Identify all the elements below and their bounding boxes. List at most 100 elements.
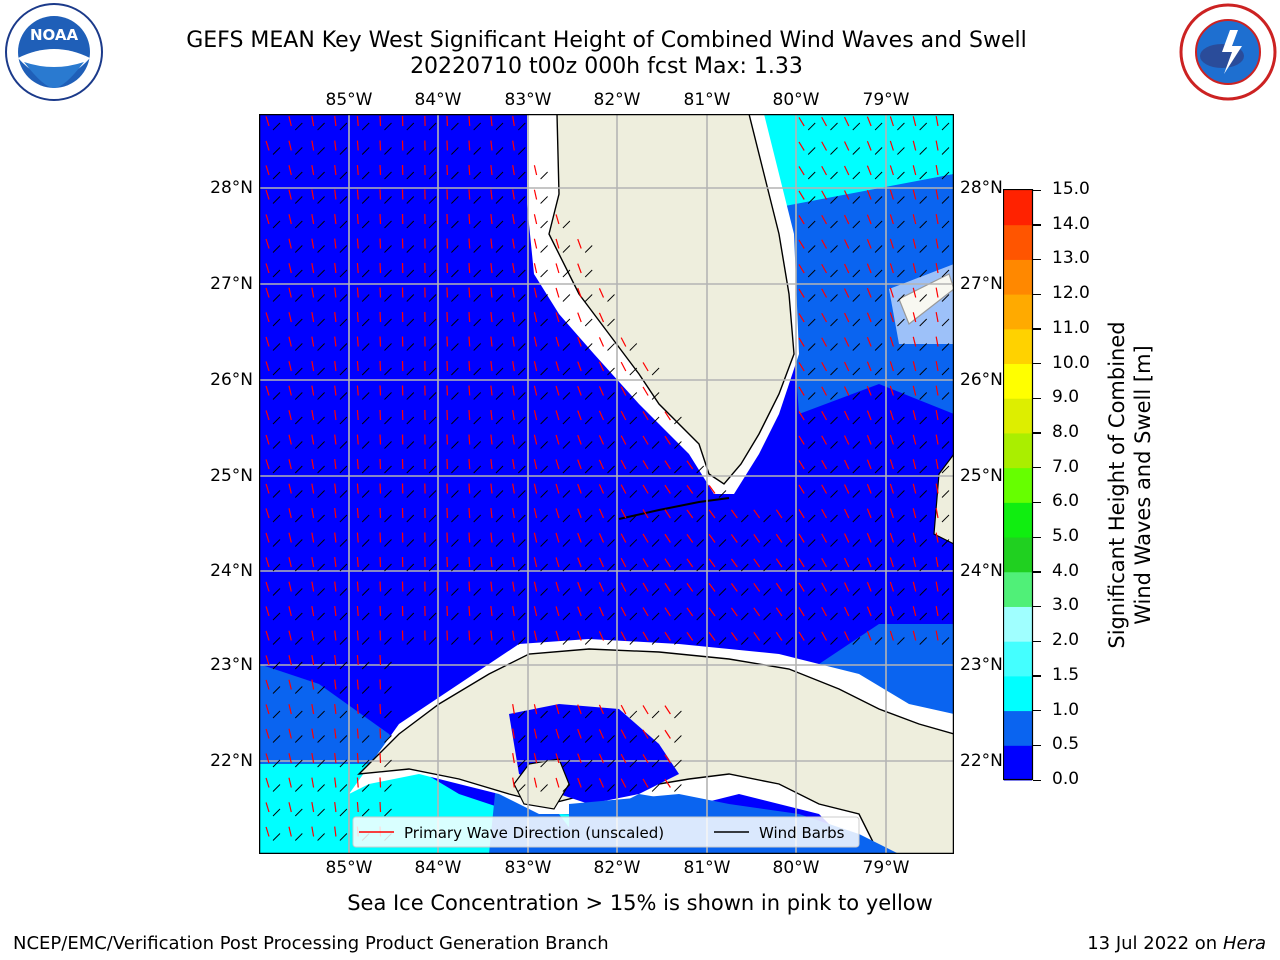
wind-barb [941,367,950,376]
wind-barb [941,612,950,621]
wind-barb [763,637,771,645]
wave-direction-arrow [311,385,315,396]
wind-barb [272,465,281,474]
wave-direction-arrow [356,679,359,690]
colorbar-tick-label: 2.0 [1052,630,1080,651]
wind-barb [607,465,615,474]
wind-barb [540,490,548,498]
wave-direction-arrow [889,581,894,592]
wind-barb [384,392,392,400]
wind-barb [317,612,325,621]
wind-barb [451,269,459,278]
wave-direction-arrow [512,140,515,151]
wind-barb [384,245,392,253]
wind-barb [317,710,325,719]
wave-direction-arrow [311,728,315,739]
wind-barb [874,441,883,449]
wind-barb [852,539,861,547]
lon-label-top: 85°W [325,90,373,110]
wind-barb [562,784,571,792]
wind-barb [384,220,392,229]
wave-direction-arrow [935,189,939,200]
wind-barb [807,563,816,572]
wind-barb [495,392,504,400]
wave-direction-arrow [642,631,649,641]
wind-barb [763,539,771,547]
wave-direction-arrow [555,410,560,421]
wind-barb [361,514,370,523]
wave-direction-arrow [889,459,894,470]
lon-label-bottom: 81°W [683,858,731,878]
wind-barb [384,514,392,523]
wind-barb [740,539,749,547]
wave-direction-arrow [334,336,337,347]
wave-direction-arrow [288,655,292,666]
lon-label-bottom: 84°W [414,858,462,878]
wave-direction-arrow [642,533,649,543]
colorbar-tick-mark [1033,675,1041,677]
wave-direction-arrow [490,189,493,200]
wave-direction-arrow [577,238,582,249]
wave-direction-arrow [356,262,359,274]
wind-barb [919,514,928,523]
wind-barb [294,220,303,229]
wind-barb [294,686,303,694]
colorbar-tick-label: 1.5 [1052,664,1080,685]
wave-direction-arrow [798,117,805,127]
wind-barb [830,465,838,474]
wave-direction-arrow [912,483,917,494]
atlantic-mid-zone [769,174,954,414]
wind-barb [451,196,459,204]
wave-direction-arrow [555,532,560,543]
wind-barb [874,220,883,229]
wave-direction-arrow [334,532,337,543]
colorbar-label-line2: Wind Waves and Swell [m] [1131,345,1155,625]
wind-barb [339,612,348,621]
wave-direction-arrow [512,263,515,274]
wave-direction-arrow [821,239,828,249]
wind-barb [852,465,861,474]
wind-barb [651,735,660,743]
wave-direction-arrow [843,190,850,200]
wave-direction-arrow [311,410,315,421]
wave-direction-arrow [598,288,605,298]
wind-barb [473,465,482,474]
lon-label-top: 80°W [772,90,820,110]
wave-direction-arrow [775,509,783,519]
wind-barb [540,465,548,474]
lon-label-top: 79°W [862,90,910,110]
colorbar-tick-mark [1033,640,1041,642]
wind-barb [495,122,504,131]
wind-barb [473,490,482,498]
wave-direction-arrow [620,606,627,617]
wave-direction-arrow [334,312,337,323]
wave-direction-arrow [821,337,828,347]
wave-direction-arrow [288,557,292,568]
wind-barb [540,392,548,400]
wind-barb [584,759,593,768]
wind-barb [473,147,482,155]
wind-barb [740,612,749,621]
wave-direction-arrow [935,263,939,274]
credit-line: NCEP/EMC/Verification Post Processing Pr… [13,933,609,954]
wave-direction-arrow [311,238,315,249]
wave-direction-arrow [555,385,560,396]
wind-barb [807,441,816,449]
wave-direction-arrow [912,508,917,519]
wave-direction-arrow [265,753,270,764]
wave-direction-arrow [288,630,292,641]
wind-barb [339,833,348,841]
wave-direction-arrow [288,336,292,347]
wind-barb [651,637,660,645]
wind-barb [607,367,615,376]
wind-barb [607,392,615,400]
wind-barb [317,465,325,474]
wave-direction-arrow [843,116,850,127]
wind-barb [607,612,615,621]
wave-direction-arrow [334,238,337,249]
wind-barb [897,245,905,253]
wind-barb [495,588,504,596]
wind-barb [473,416,482,425]
wave-direction-arrow [686,460,694,470]
wind-barb [473,196,482,204]
